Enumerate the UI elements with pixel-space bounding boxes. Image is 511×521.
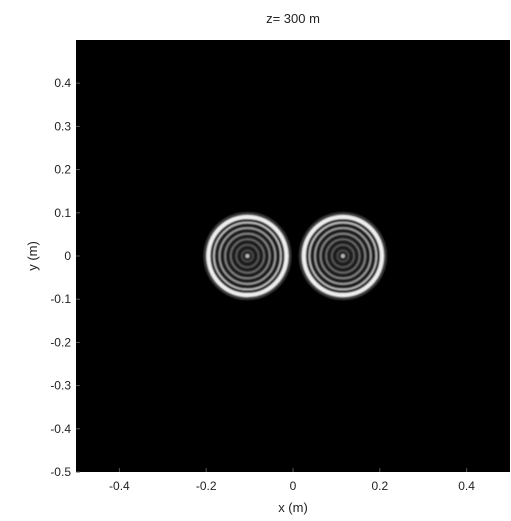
- x-tick-label: -0.2: [196, 479, 217, 493]
- y-tick-label: 0.4: [54, 76, 71, 90]
- y-tick-label: 0.3: [54, 119, 71, 133]
- beam-center: [340, 254, 345, 258]
- chart-title: z= 300 m: [266, 11, 320, 26]
- y-tick-label: -0.3: [50, 379, 71, 393]
- beam-ring: [314, 227, 372, 285]
- y-axis-ticks: 0.4 0.3 0.2 0.1 0 -0.1 -0.2 -0.3 -0.4 -0.5: [50, 76, 80, 479]
- x-axis-ticks: -0.4 -0.2 0 0.2 0.4: [109, 468, 475, 493]
- beam-halo: [298, 211, 387, 301]
- x-tick-label: -0.4: [109, 479, 130, 493]
- beam-ring: [330, 244, 355, 268]
- beam-ring: [235, 244, 260, 268]
- y-tick-label: 0: [64, 249, 71, 263]
- y-tick-label: 0.1: [54, 206, 71, 220]
- beam-ring: [325, 238, 361, 274]
- y-tick-label: -0.1: [50, 292, 71, 306]
- y-tick-label: -0.4: [50, 422, 71, 436]
- beam-ring: [206, 214, 289, 298]
- x-axis-label: x (m): [278, 500, 308, 515]
- x-tick-label: 0.4: [458, 479, 475, 493]
- beam-ring: [301, 214, 384, 298]
- y-tick-label: -0.5: [50, 465, 71, 479]
- beam-ring: [224, 232, 271, 280]
- y-tick-label: -0.2: [50, 335, 71, 349]
- beam-ring: [308, 221, 378, 291]
- beam-ring: [336, 249, 350, 263]
- beam-center: [245, 254, 250, 258]
- plot-area: [76, 40, 510, 472]
- beam-ring: [213, 221, 282, 291]
- beam-ring: [218, 227, 277, 285]
- beam-spot: [203, 211, 292, 301]
- beams-layer: [203, 211, 387, 301]
- y-tick-label: 0.2: [54, 163, 71, 177]
- x-tick-label: 0: [290, 479, 297, 493]
- y-axis-label: y (m): [25, 241, 40, 271]
- beam-ring: [229, 238, 265, 274]
- beam-spot: [298, 211, 387, 301]
- beam-ring: [319, 232, 367, 280]
- x-tick-label: 0.2: [371, 479, 388, 493]
- beam-halo: [203, 211, 292, 301]
- beam-ring: [241, 249, 254, 263]
